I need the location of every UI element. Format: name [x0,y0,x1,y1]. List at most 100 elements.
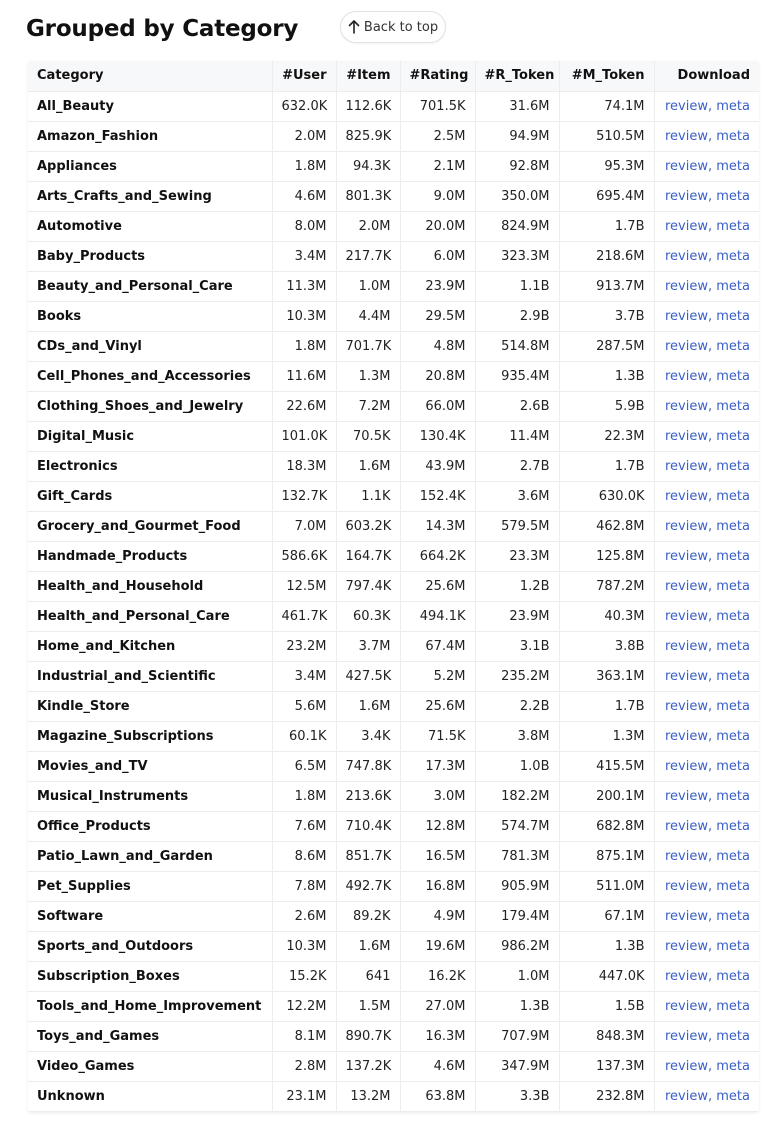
meta-link[interactable]: meta [716,608,750,624]
meta-link[interactable]: meta [716,218,750,234]
review-link[interactable]: review [665,458,708,474]
item-count-cell: 7.2M [336,391,401,422]
m-token-cell: 3.8B [559,631,655,662]
review-link[interactable]: review [665,818,708,834]
table-row: Automotive 8.0M 2.0M 20.0M 824.9M 1.7B review,… [28,211,759,242]
review-link[interactable]: review [665,98,708,114]
back-to-top-button[interactable]: Back to top [340,11,446,43]
user-count-cell: 22.6M [272,391,337,422]
review-link[interactable]: review [665,1058,708,1074]
review-link[interactable]: review [665,878,708,894]
link-separator: , [708,908,717,924]
m-token-cell: 682.8M [559,811,655,842]
meta-link[interactable]: meta [716,1028,750,1044]
review-link[interactable]: review [665,248,708,264]
review-link[interactable]: review [665,548,708,564]
review-link[interactable]: review [665,968,708,984]
meta-link[interactable]: meta [716,848,750,864]
review-link[interactable]: review [665,488,708,504]
meta-link[interactable]: meta [716,578,750,594]
link-separator: , [708,968,717,984]
review-link[interactable]: review [665,608,708,624]
review-link[interactable]: review [665,128,708,144]
meta-link[interactable]: meta [716,488,750,504]
meta-link[interactable]: meta [716,818,750,834]
r-token-cell: 94.9M [475,121,560,152]
review-link[interactable]: review [665,638,708,654]
meta-link[interactable]: meta [716,1058,750,1074]
item-count-cell: 427.5K [336,661,401,692]
item-count-cell: 112.6K [336,91,401,122]
review-link[interactable]: review [665,938,708,954]
meta-link[interactable]: meta [716,158,750,174]
link-separator: , [708,848,717,864]
review-link[interactable]: review [665,218,708,234]
download-cell: review, meta [654,181,759,212]
link-separator: , [708,1088,717,1104]
category-cell: Industrial_and_Scientific [28,661,273,692]
meta-link[interactable]: meta [716,338,750,354]
review-link[interactable]: review [665,668,708,684]
review-link[interactable]: review [665,1028,708,1044]
rating-count-cell: 3.0M [400,781,476,812]
meta-link[interactable]: meta [716,968,750,984]
review-link[interactable]: review [665,158,708,174]
review-link[interactable]: review [665,428,708,444]
review-link[interactable]: review [665,698,708,714]
meta-link[interactable]: meta [716,548,750,564]
m-token-cell: 363.1M [559,661,655,692]
meta-link[interactable]: meta [716,128,750,144]
meta-link[interactable]: meta [716,278,750,294]
meta-link[interactable]: meta [716,908,750,924]
link-separator: , [708,698,717,714]
meta-link[interactable]: meta [716,638,750,654]
meta-link[interactable]: meta [716,878,750,894]
meta-link[interactable]: meta [716,788,750,804]
table-row: Musical_Instruments 1.8M 213.6K 3.0M 182.2M 2… [28,781,759,812]
meta-link[interactable]: meta [716,308,750,324]
meta-link[interactable]: meta [716,1088,750,1104]
meta-link[interactable]: meta [716,758,750,774]
meta-link[interactable]: meta [716,458,750,474]
review-link[interactable]: review [665,1088,708,1104]
m-token-cell: 875.1M [559,841,655,872]
item-count-cell: 797.4K [336,571,401,602]
download-cell: review, meta [654,241,759,272]
review-link[interactable]: review [665,788,708,804]
review-link[interactable]: review [665,908,708,924]
review-link[interactable]: review [665,518,708,534]
meta-link[interactable]: meta [716,938,750,954]
review-link[interactable]: review [665,758,708,774]
user-count-cell: 1.8M [272,331,337,362]
m-token-cell: 695.4M [559,181,655,212]
meta-link[interactable]: meta [716,98,750,114]
review-link[interactable]: review [665,368,708,384]
meta-link[interactable]: meta [716,698,750,714]
meta-link[interactable]: meta [716,188,750,204]
meta-link[interactable]: meta [716,368,750,384]
meta-link[interactable]: meta [716,518,750,534]
review-link[interactable]: review [665,308,708,324]
meta-link[interactable]: meta [716,668,750,684]
link-separator: , [708,728,717,744]
review-link[interactable]: review [665,848,708,864]
meta-link[interactable]: meta [716,728,750,744]
page-title: Grouped by Category [26,16,299,42]
m-token-cell: 913.7M [559,271,655,302]
header-category: Category [28,61,273,92]
category-cell: Musical_Instruments [28,781,273,812]
meta-link[interactable]: meta [716,998,750,1014]
review-link[interactable]: review [665,188,708,204]
review-link[interactable]: review [665,578,708,594]
header-r-token: #R_Token [475,61,560,92]
meta-link[interactable]: meta [716,428,750,444]
review-link[interactable]: review [665,998,708,1014]
meta-link[interactable]: meta [716,248,750,264]
table-row: Subscription_Boxes 15.2K 641 16.2K 1.0M 447.0… [28,961,759,992]
meta-link[interactable]: meta [716,398,750,414]
review-link[interactable]: review [665,728,708,744]
link-separator: , [708,338,717,354]
review-link[interactable]: review [665,398,708,414]
review-link[interactable]: review [665,278,708,294]
review-link[interactable]: review [665,338,708,354]
